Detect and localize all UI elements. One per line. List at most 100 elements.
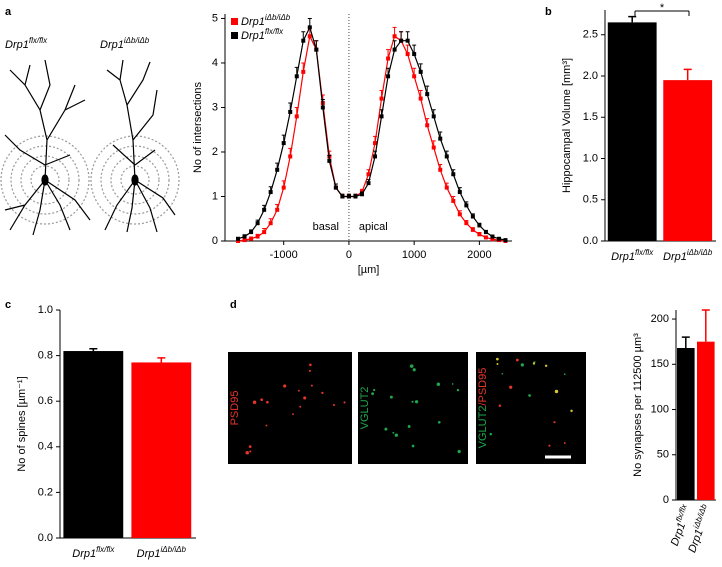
puncta — [371, 392, 375, 396]
y-tick-label: 5 — [212, 12, 218, 24]
puncta — [297, 389, 300, 392]
marker — [418, 69, 423, 74]
y-tick-label: 1.0 — [583, 152, 598, 164]
marker — [268, 190, 273, 195]
puncta — [252, 400, 257, 405]
puncta — [245, 451, 249, 455]
error-bar — [157, 357, 166, 363]
marker — [242, 234, 247, 239]
marker — [366, 172, 371, 177]
legend-marker — [231, 18, 238, 25]
neuron-label-base: Drp1 — [5, 39, 29, 51]
marker — [470, 227, 475, 232]
puncta — [496, 357, 499, 361]
puncta — [548, 444, 551, 447]
category-label: Drp1iΔb/iΔb — [663, 248, 713, 263]
category-label: Drp1iΔb/iΔb — [137, 545, 187, 560]
category-label-base: Drp1 — [669, 521, 688, 548]
category-label-base: Drp1 — [611, 251, 635, 263]
marker — [477, 232, 482, 237]
y-axis-label: No of spines [µm⁻¹] — [16, 376, 28, 471]
puncta — [520, 363, 525, 367]
neuron-label-sup: iΔb/iΔb — [124, 36, 150, 45]
marker — [288, 109, 293, 114]
marker — [314, 47, 319, 52]
error-bar — [701, 309, 710, 342]
x-tick-label: 2000 — [467, 249, 491, 261]
y-axis-label: No synapses per 112500 µm³ — [632, 333, 644, 477]
marker — [457, 190, 462, 195]
marker — [301, 38, 306, 43]
puncta — [303, 396, 307, 400]
puncta — [411, 444, 415, 448]
puncta — [501, 372, 504, 375]
puncta — [570, 409, 573, 413]
marker — [431, 145, 436, 150]
puncta — [553, 421, 556, 424]
neuron-label: Drp1iΔb/iΔb — [100, 36, 150, 51]
puncta — [384, 427, 388, 431]
marker — [294, 74, 299, 79]
marker — [281, 185, 286, 190]
marker — [359, 192, 364, 197]
marker — [307, 25, 312, 30]
error-bar — [683, 68, 692, 81]
y-tick-label: 2.0 — [583, 70, 598, 82]
marker — [412, 52, 417, 57]
puncta — [373, 388, 376, 392]
puncta — [292, 413, 294, 416]
marker — [327, 158, 332, 163]
image-label-part: VGLUT2 — [359, 387, 371, 430]
marker — [490, 237, 495, 242]
annotation: basal — [313, 221, 339, 233]
y-tick-label: 0 — [212, 235, 218, 247]
panel-label: b — [545, 6, 552, 18]
marker — [346, 194, 351, 199]
puncta — [392, 431, 395, 434]
error-bar — [628, 15, 637, 23]
marker — [425, 92, 430, 97]
panel-label: a — [5, 6, 12, 18]
marker — [373, 141, 378, 146]
y-tick-label: 3 — [212, 101, 218, 113]
marker — [379, 114, 384, 119]
puncta — [260, 398, 264, 402]
category-label: Drp1flx/flx — [72, 545, 115, 560]
puncta — [248, 445, 252, 449]
marker — [483, 230, 488, 235]
puncta — [436, 382, 441, 386]
marker — [451, 198, 456, 203]
marker — [418, 96, 423, 101]
puncta — [412, 368, 416, 372]
marker — [340, 194, 345, 199]
y-tick-label: 1 — [212, 190, 218, 202]
marker — [392, 34, 397, 39]
puncta — [528, 394, 531, 397]
marker — [490, 234, 495, 239]
puncta — [457, 449, 461, 454]
panel-label: d — [230, 299, 237, 311]
marker — [288, 154, 293, 159]
marker — [262, 207, 267, 212]
neuron-label-base: Drp1 — [100, 39, 124, 51]
category-label: Drp1flx/flx — [611, 248, 654, 263]
puncta — [456, 388, 460, 392]
legend-label-sup: iΔb/iΔb — [265, 13, 291, 22]
bar — [607, 22, 657, 241]
marker — [503, 238, 508, 243]
neuron-label-sup: flx/flx — [29, 36, 48, 45]
puncta — [407, 425, 411, 428]
category-label: Drp1iΔb/iΔb — [683, 502, 714, 554]
significance: * — [660, 2, 665, 14]
puncta — [414, 400, 419, 404]
category-label-base: Drp1 — [137, 548, 161, 560]
marker — [242, 238, 247, 243]
marker — [431, 114, 436, 119]
marker — [483, 235, 488, 240]
marker — [470, 214, 475, 219]
marker — [373, 154, 378, 159]
category-label-sup: iΔb/iΔb — [691, 502, 708, 529]
marker — [275, 207, 280, 212]
significance-bracket — [634, 10, 690, 16]
legend-label: Drp1flx/flx — [241, 27, 284, 42]
